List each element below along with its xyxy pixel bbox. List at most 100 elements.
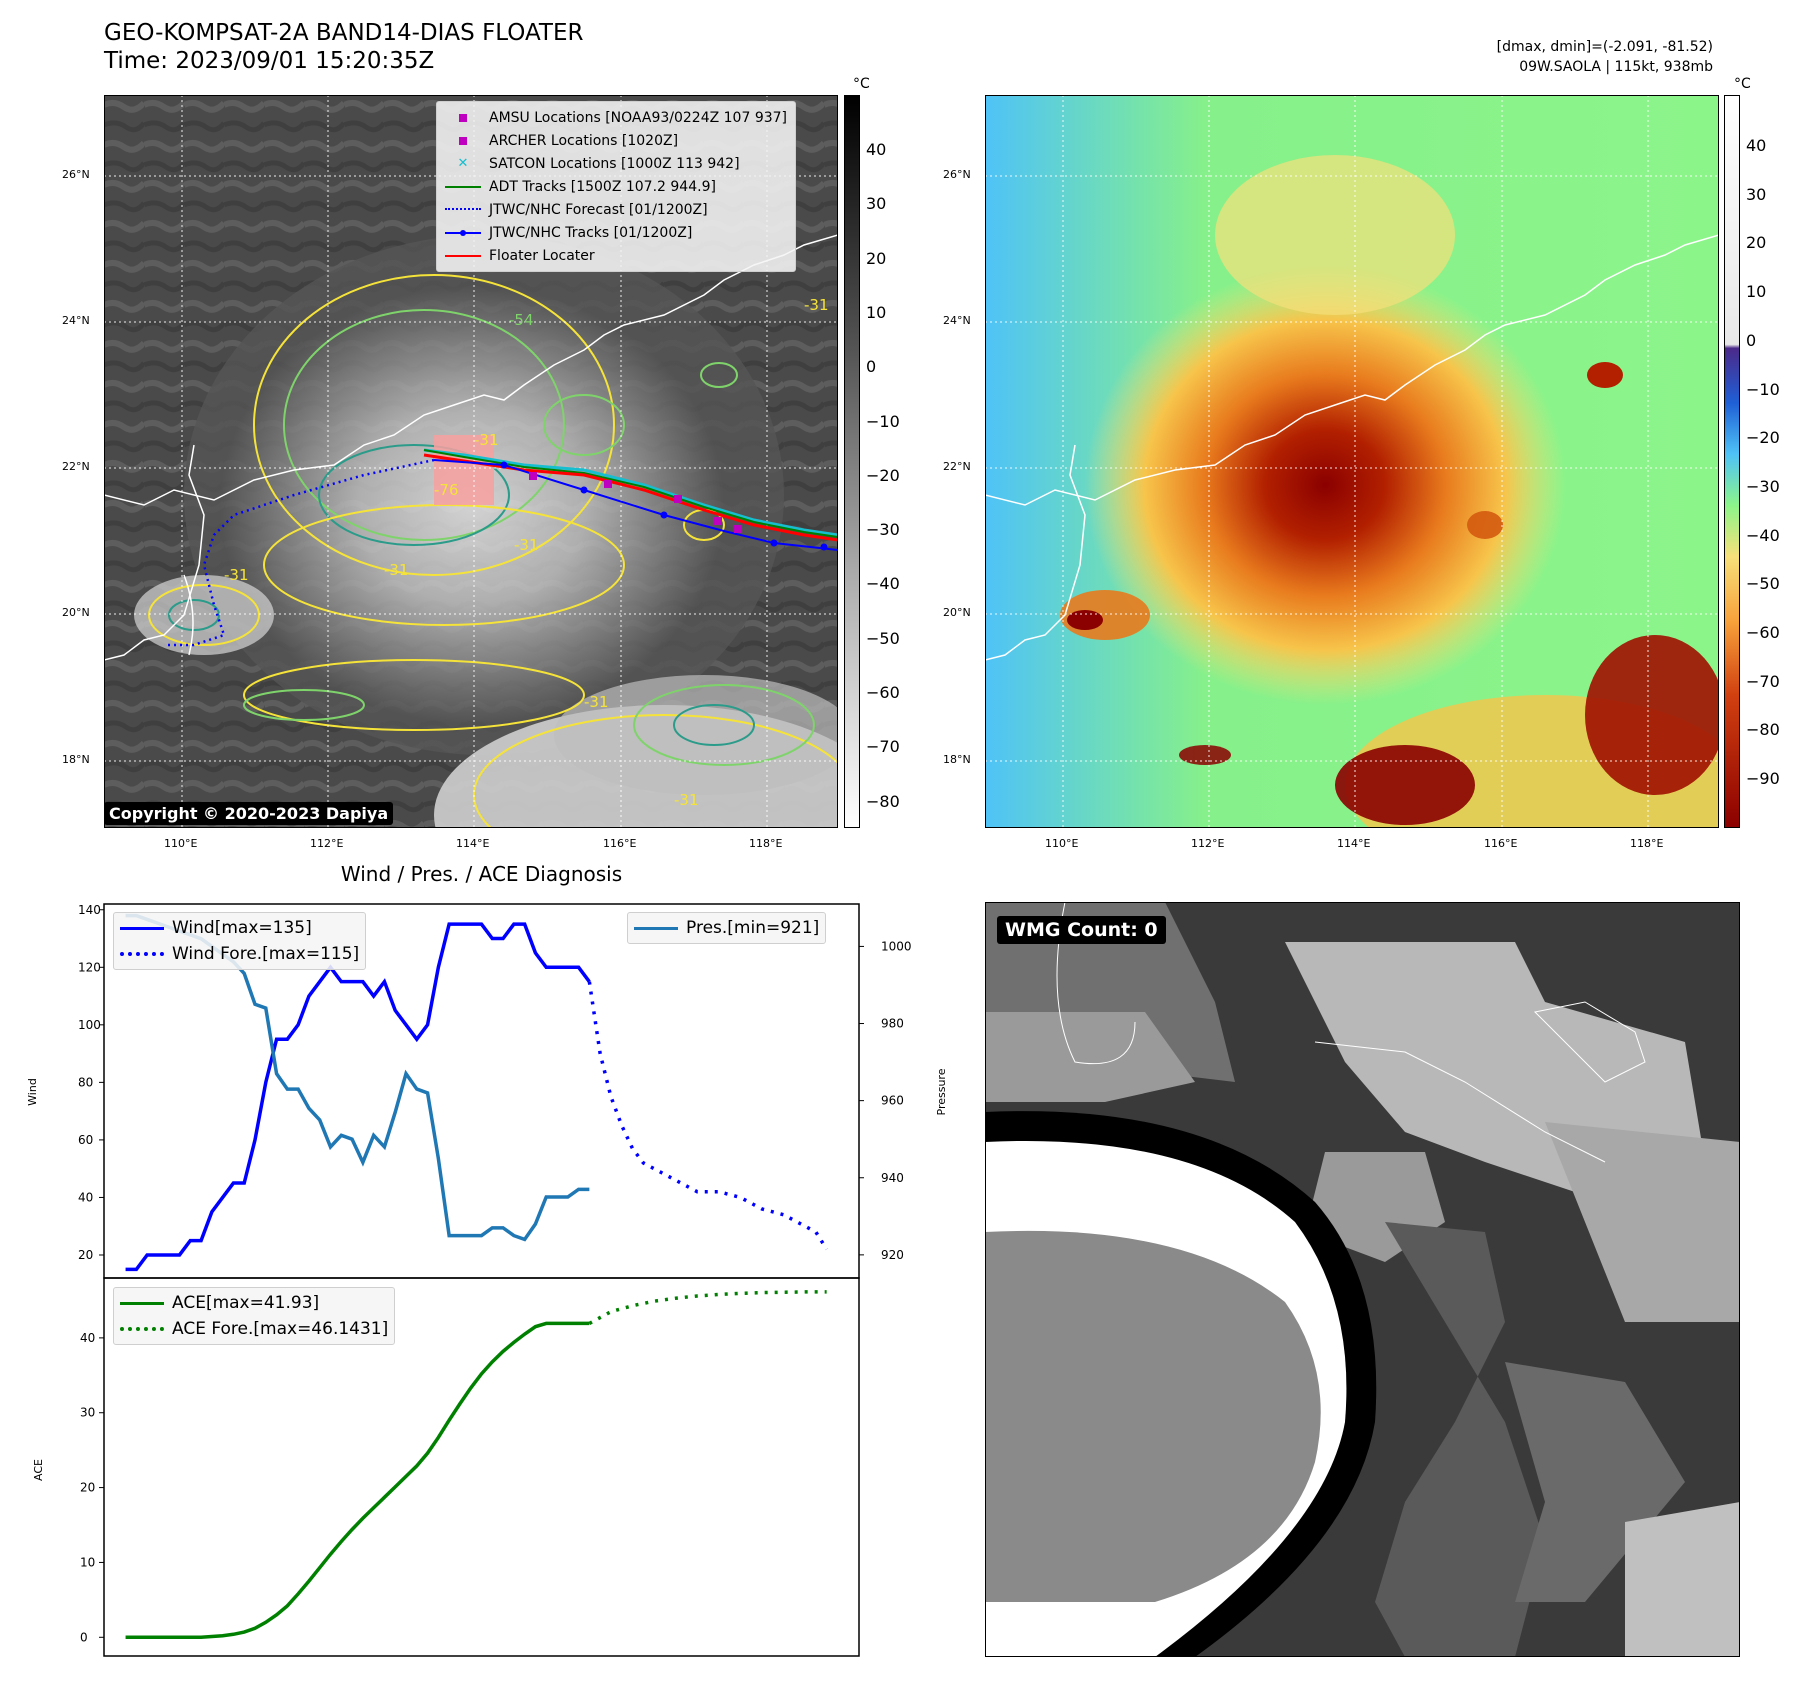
svg-text:-76: -76: [434, 481, 459, 499]
legend-ace: ACE[max=41.93]: [120, 1290, 388, 1316]
legend-archer: ARCHER Locations [1020Z]: [445, 129, 787, 152]
color-map-image: [985, 95, 1719, 828]
legend-jtwc-forecast: JTWC/NHC Forecast [01/1200Z]: [445, 198, 787, 221]
colorbar-right-tick: −60: [1746, 623, 1780, 642]
ace-tick-label: 10: [80, 1555, 95, 1569]
dotted-line-icon: [120, 947, 164, 961]
legend-archer-label: ARCHER Locations [1020Z]: [489, 132, 679, 149]
lat-label: 20°N: [62, 606, 90, 619]
lat-label: 26°N: [62, 168, 90, 181]
colorbar-left-tick: 20: [866, 248, 887, 268]
pressure-tick-label: 980: [881, 1017, 904, 1031]
wind-tick-label: 60: [78, 1133, 93, 1147]
figure-title-line2: Time: 2023/09/01 15:20:35Z: [104, 48, 435, 74]
ace-plot-frame: [103, 1277, 860, 1657]
colorbar-right-tick: −70: [1746, 671, 1780, 691]
colorbar-right-tick: −10: [1746, 379, 1780, 399]
series-line-ace-fore-: [588, 1290, 827, 1325]
wind-tick-label: 100: [78, 1018, 101, 1032]
ir-map-panel: -76 -31 -31 -31 -31 -31 -31 -54 -31 AMSU…: [104, 95, 838, 828]
lon-label: 114°E: [1337, 837, 1371, 850]
pressure-legend: Pres.[min=921]: [627, 912, 827, 944]
colorbar-right-tick: −50: [1746, 574, 1780, 594]
svg-text:-54: -54: [509, 311, 534, 329]
legend-amsu-label: AMSU Locations [NOAA93/0224Z 107 937]: [489, 109, 788, 126]
dotted-line-icon: [445, 203, 481, 217]
colorbar-right: [1724, 95, 1740, 828]
ace-tick-label: 20: [80, 1481, 95, 1495]
colorbar-left-tick: −50: [866, 628, 900, 648]
colorbar-right-tick: 40: [1746, 136, 1767, 155]
colorbar-right-tick: −80: [1746, 720, 1780, 740]
lon-label: 112°E: [310, 837, 344, 850]
legend-wind-label: Wind[max=135]: [172, 918, 312, 938]
wmg-panel: WMG Count: 0: [985, 902, 1740, 1657]
legend-jtwc-tracks-label: JTWC/NHC Tracks [01/1200Z]: [489, 224, 693, 241]
ir-map-frame: [104, 95, 838, 828]
ace-tick-label: 40: [80, 1331, 95, 1345]
lat-label: 22°N: [943, 460, 971, 473]
colorbar-right-tick: 20: [1746, 233, 1767, 253]
colorbar-right-tick: −90: [1746, 769, 1780, 789]
colorbar-right-tick: −20: [1746, 428, 1780, 448]
colorbar-left-unit: °C: [853, 76, 870, 92]
pressure-tick-label: 940: [881, 1171, 904, 1185]
svg-text:-31: -31: [224, 566, 249, 584]
line-dot-icon: [445, 226, 481, 240]
colorbar-right-unit: °C: [1734, 76, 1751, 92]
pressure-tick-label: 1000: [881, 939, 912, 953]
lon-label: 118°E: [1630, 837, 1664, 850]
legend-floater: Floater Locater: [445, 244, 787, 267]
color-map-frame: [985, 95, 1719, 828]
line-marker-icon: [445, 180, 481, 194]
pressure-tick-label: 960: [881, 1094, 904, 1108]
lon-label: 116°E: [1484, 837, 1518, 850]
legend-wind: Wind[max=135]: [120, 915, 359, 941]
lat-label: 26°N: [943, 168, 971, 181]
series-line-wind: [125, 922, 591, 1272]
legend-pressure-label: Pres.[min=921]: [686, 918, 820, 938]
wind-tick-label: 140: [78, 903, 101, 917]
colorbar-right-tick: −40: [1746, 525, 1780, 545]
wmg-frame: [985, 902, 1740, 1657]
dotted-line-icon: [120, 1322, 164, 1336]
ace-axis-label: ACE: [32, 1459, 45, 1481]
dmax-dmin-label: [dmax, dmin]=(-2.091, -81.52): [1496, 39, 1713, 55]
color-map-panel: [985, 95, 1719, 828]
wind-tick-label: 120: [78, 960, 101, 974]
legend-jtwc-tracks: JTWC/NHC Tracks [01/1200Z]: [445, 221, 787, 244]
svg-text:-31: -31: [584, 693, 609, 711]
square-marker-icon: [445, 111, 481, 125]
ace-legend: ACE[max=41.93] ACE Fore.[max=46.1431]: [113, 1287, 396, 1345]
line-marker-icon: [445, 249, 481, 263]
line-marker-icon: [120, 1296, 164, 1310]
colorbar-left-tick: 30: [866, 194, 887, 214]
svg-text:-31: -31: [804, 296, 829, 314]
legend-pressure: Pres.[min=921]: [634, 915, 819, 941]
lat-label: 24°N: [62, 314, 90, 327]
map-legend: AMSU Locations [NOAA93/0224Z 107 937] AR…: [436, 101, 797, 272]
colorbar-left-tick: −20: [866, 465, 900, 485]
svg-text:-31: -31: [674, 791, 699, 809]
diagnosis-title: Wind / Pres. / ACE Diagnosis: [340, 862, 623, 886]
legend-jtwc-forecast-label: JTWC/NHC Forecast [01/1200Z]: [489, 201, 708, 218]
colorbar-left-tick: 0: [866, 357, 877, 377]
legend-wind-fore: Wind Fore.[max=115]: [120, 941, 359, 967]
colorbar-left-tick: −60: [866, 683, 900, 702]
legend-floater-label: Floater Locater: [489, 247, 595, 264]
svg-text:-31: -31: [384, 561, 409, 579]
legend-satcon-label: SATCON Locations [1000Z 113 942]: [489, 155, 740, 172]
colorbar-right-tick: 10: [1746, 282, 1767, 302]
pressure-axis-label: Pressure: [935, 1068, 948, 1115]
line-marker-icon: [634, 921, 678, 935]
lon-label: 112°E: [1191, 837, 1225, 850]
lon-label: 114°E: [456, 837, 490, 850]
series-line-ace: [125, 1321, 590, 1640]
colorbar-left-tick: −30: [866, 520, 900, 540]
legend-ace-fore: ACE Fore.[max=46.1431]: [120, 1316, 388, 1342]
lon-label: 118°E: [749, 837, 783, 850]
line-marker-icon: [120, 921, 164, 935]
wind-tick-label: 20: [78, 1248, 93, 1262]
wind-legend: Wind[max=135] Wind Fore.[max=115]: [113, 912, 367, 970]
lat-label: 18°N: [62, 753, 90, 766]
